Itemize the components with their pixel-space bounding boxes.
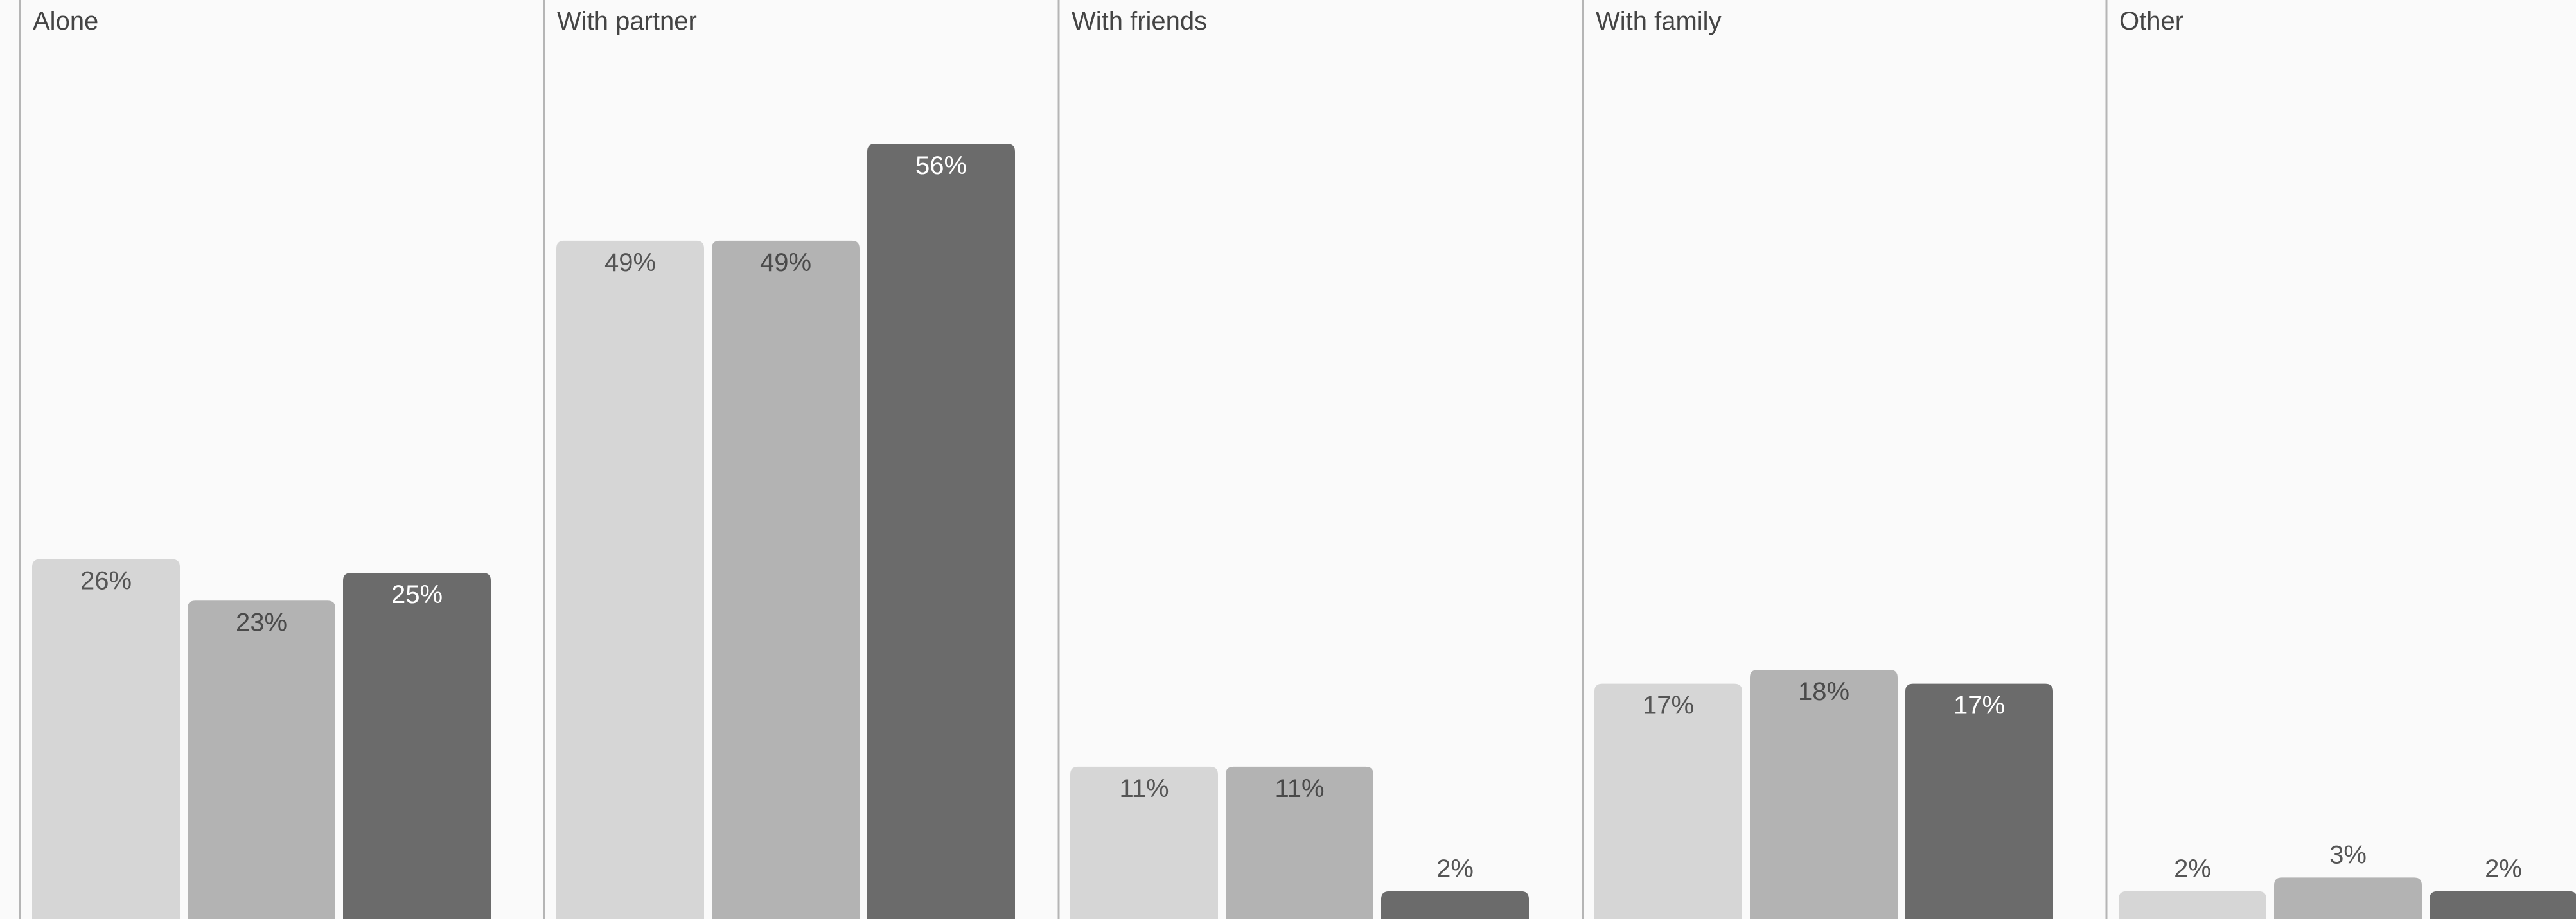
bar-with-family-series-3	[1905, 683, 2053, 919]
group-title-with-partner: With partner	[557, 7, 697, 35]
bar-with-partner-series-3	[867, 144, 1015, 919]
data-label-with-partner-series-1: 49%	[604, 249, 656, 277]
bar-with-family-series-2	[1750, 670, 1898, 919]
bar-with-partner-series-2	[712, 240, 860, 919]
data-label-with-friends-series-2: 11%	[1275, 775, 1324, 803]
bar-alone-series-2	[188, 600, 335, 919]
data-label-with-family-series-2: 18%	[1798, 678, 1849, 706]
bar-alone-series-3	[343, 573, 491, 919]
group-title-with-family: With family	[1596, 7, 1722, 35]
data-label-other-series-2: 3%	[2329, 841, 2367, 869]
group-title-alone: Alone	[33, 7, 98, 35]
bar-with-friends-series-1	[1070, 766, 1218, 919]
data-label-other-series-3: 2%	[2485, 855, 2522, 883]
group-dividers	[19, 0, 2108, 919]
data-label-with-friends-series-3: 2%	[1436, 855, 1474, 883]
bar-alone-series-1	[32, 559, 180, 919]
data-label-with-family-series-1: 17%	[1643, 692, 1694, 720]
group-title-with-friends: With friends	[1072, 7, 1207, 35]
data-label-alone-series-3: 25%	[391, 581, 443, 609]
bar-other-series-3	[2430, 891, 2576, 919]
data-label-with-friends-series-1: 11%	[1119, 775, 1169, 803]
group-title-other: Other	[2119, 7, 2183, 35]
bars	[32, 144, 2576, 919]
data-label-with-family-series-3: 17%	[1954, 692, 2005, 720]
data-label-alone-series-2: 23%	[236, 608, 287, 636]
data-label-other-series-1: 2%	[2174, 855, 2211, 883]
data-labels: 26% 23% 25% 49% 49% 56% 11% 11% 2% 17% 18% 17% 2% 3% 2…	[80, 152, 2522, 883]
data-label-with-partner-series-3: 56%	[915, 152, 967, 180]
bar-other-series-2	[2274, 877, 2422, 919]
bar-with-friends-series-2	[1226, 766, 1373, 919]
bar-other-series-1	[2119, 891, 2266, 919]
bar-with-family-series-1	[1594, 683, 1742, 919]
bar-with-friends-series-3	[1381, 891, 1529, 919]
bar-with-partner-series-1	[556, 240, 704, 919]
group-titles: Alone With partner With friends With family…	[33, 7, 2183, 35]
data-label-alone-series-1: 26%	[80, 567, 132, 595]
data-label-with-partner-series-2: 49%	[760, 249, 811, 277]
